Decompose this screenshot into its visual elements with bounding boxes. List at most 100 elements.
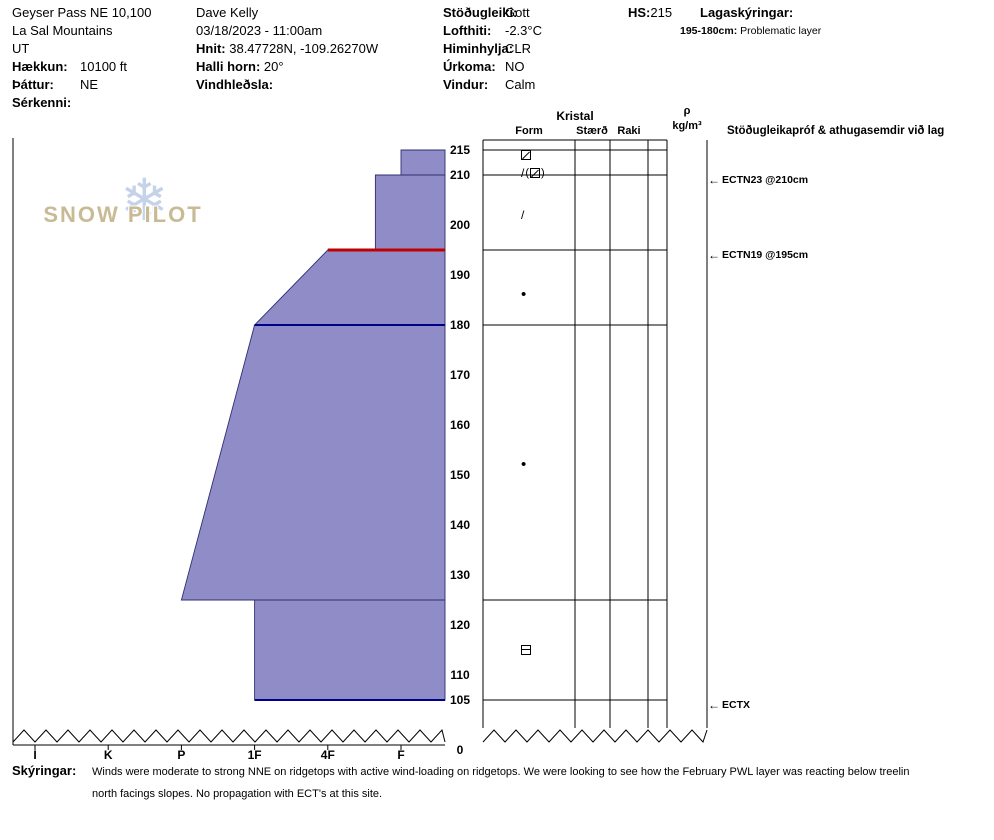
stability-tests-header: Stöðugleikapróf & athugasemdir við lag (727, 125, 945, 137)
density-unit-header: kg/m³ (672, 120, 702, 132)
depth-tick-label: 170 (449, 368, 471, 382)
snowpilot-logo-text: SNOW PILOT (43, 202, 203, 227)
depth-tick-label: 120 (449, 618, 471, 632)
observer-name: Dave Kelly (196, 5, 259, 20)
elevation-row: Hækkun: 10100 ft (12, 58, 151, 76)
observer-block: Dave Kelly 03/18/2023 - 11:00am Hnit: 38… (196, 4, 378, 94)
elevation-label: Hækkun: (12, 59, 68, 74)
sky-label: Himinhylja: (443, 41, 514, 56)
grain-decomposing-icon: / (521, 208, 525, 222)
hardness-tick-label: F (397, 748, 405, 762)
wind-loading-label: Vindhleðsla: (196, 77, 274, 92)
grain-decomposing-icon: / (521, 165, 525, 180)
density-symbol-header: ρ (683, 105, 691, 117)
depth-tick-label: 105 (449, 693, 471, 707)
precip-label: Úrkoma: (443, 59, 496, 74)
aspect-label: Þáttur: (12, 77, 54, 92)
snowflake-icon: ❄ (120, 168, 169, 233)
left-arrow-icon: ← (708, 698, 720, 712)
wind-loading-row: Vindhleðsla: (196, 76, 378, 94)
hardness-tick-label: K (103, 748, 113, 762)
slope-angle-label: Halli horn: (196, 59, 261, 74)
stability-row: Stöðugleiki:Gott (443, 4, 542, 22)
grain-form-symbol: • (521, 286, 527, 303)
layer-note-text: Problematic layer (740, 25, 822, 37)
ect-test-label: ECTX (722, 699, 751, 711)
hs-label: HS: (628, 5, 651, 20)
snowpilot-logo: ❄ SNOW PILOT (38, 172, 208, 250)
comments-label: Skýringar: (12, 763, 77, 778)
left-arrow-icon: ← (708, 173, 720, 187)
grain-crust-icon (521, 645, 531, 655)
depth-break-zigzag (12, 728, 446, 743)
ect-test-annotation: ← ECTX (708, 698, 750, 712)
snow-layer (400, 149, 446, 176)
grain-form-symbol (521, 645, 531, 655)
site-name: Geyser Pass NE 10,100 (12, 5, 152, 20)
hardness-tick-label: 4F (320, 748, 335, 762)
grain-form-symbol: / (521, 208, 525, 222)
layer-notes-header: Lagaskýringar: (700, 4, 793, 22)
grain-paren: ( (525, 166, 530, 179)
form-column-header: Form (515, 125, 543, 137)
location-block: Geyser Pass NE 10,100 La Sal Mountains U… (12, 4, 151, 112)
comments-line-1: Winds were moderate to strong NNE on rid… (92, 766, 910, 778)
comments-line-2: north facings slopes. No propagation wit… (92, 788, 383, 800)
air-temp-row: Lofthiti: -2.3°C (443, 22, 542, 40)
depth-tick-label: 180 (449, 318, 471, 332)
conditions-block: Stöðugleiki:Gott Lofthiti: -2.3°C Himinhy… (443, 4, 542, 94)
state: UT (12, 41, 30, 56)
hardness-tick-label: 1F (247, 748, 262, 762)
grain-rounded-icon: • (521, 286, 527, 303)
stability-value: Gott (505, 5, 530, 20)
layer-notes-label: Lagaskýringar: (700, 5, 794, 20)
air-temp-label: Lofthiti: (443, 23, 492, 38)
crystal-group-header: Kristal (556, 109, 594, 123)
grain-paren: ) (541, 166, 545, 179)
depth-tick-label: 130 (449, 568, 471, 582)
wind-label: Vindur: (443, 77, 489, 92)
elevation-value: 10100 ft (80, 59, 127, 74)
slope-angle-row: Halli horn: 20° (196, 58, 378, 76)
grain-form-symbol (521, 150, 531, 160)
ect-test-annotation: ← ECTN23 @210cm (708, 173, 808, 187)
snow-layer (180, 324, 446, 601)
grain-faceted-rounding-icon (521, 150, 531, 160)
layer-note-range: 195-180cm: (680, 25, 738, 37)
precip-row: Úrkoma: NO (443, 58, 542, 76)
hs-row: HS:215 (628, 4, 672, 22)
depth-tick-label: 160 (449, 418, 471, 432)
sky-value: CLR (505, 41, 532, 56)
wind-row: Vindur: Calm (443, 76, 542, 94)
depth-tick-label: 110 (450, 668, 470, 682)
snow-layer (253, 249, 446, 326)
stability-label: Stöðugleiki: (443, 5, 518, 20)
ect-test-annotation: ← ECTN19 @195cm (708, 248, 808, 262)
depth-zero-label: 0 (456, 743, 464, 757)
snow-layer (374, 174, 446, 251)
snow-layer (254, 599, 446, 701)
depth-tick-label: 150 (449, 468, 471, 482)
ect-test-label: ECTN23 @210cm (722, 174, 809, 186)
depth-tick-label: 210 (449, 168, 471, 182)
depth-tick-label: 215 (449, 143, 471, 157)
depth-tick-label: 140 (449, 518, 471, 532)
hardness-tick-label: P (177, 748, 186, 762)
slope-angle-value: 20° (263, 59, 284, 74)
aspect-value: NE (80, 77, 99, 92)
special-row: Sérkenni: (12, 94, 151, 112)
layer-note: 195-180cm: Problematic layer (680, 25, 821, 37)
coords-label: Hnit: (196, 41, 226, 56)
grain-form-symbol: /() (521, 165, 545, 180)
ect-test-label: ECTN19 @195cm (722, 249, 809, 261)
grain-rounded-icon: • (521, 456, 527, 473)
depth-tick-label: 200 (449, 218, 471, 232)
air-temp-value: -2.3°C (505, 23, 542, 38)
mountain-range: La Sal Mountains (12, 23, 113, 38)
observation-datetime: 03/18/2023 - 11:00am (196, 23, 323, 38)
size-column-header: Stærð (576, 125, 608, 137)
moisture-column-header: Raki (617, 125, 641, 137)
left-arrow-icon: ← (708, 248, 720, 262)
